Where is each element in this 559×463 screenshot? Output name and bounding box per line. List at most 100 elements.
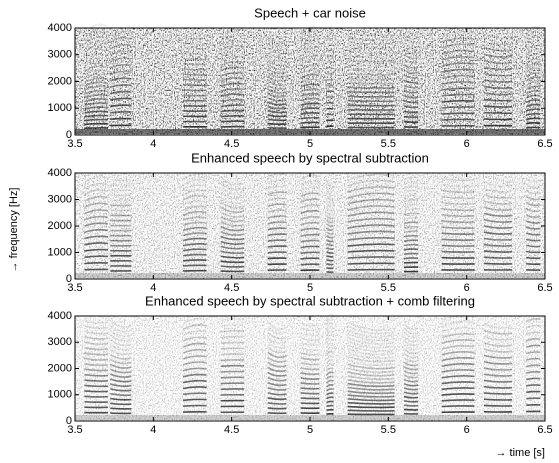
harmonic-texture: [300, 392, 320, 395]
harmonic-texture: [267, 110, 287, 114]
harmonic-texture: [525, 53, 541, 61]
harmonic-texture: [441, 93, 475, 97]
harmonic-texture: [267, 402, 287, 405]
harmonic-texture: [403, 181, 419, 185]
harmonic-texture: [109, 77, 132, 82]
harmonic-texture: [267, 391, 287, 396]
harmonic-texture: [525, 177, 541, 183]
harmonic-texture: [483, 367, 513, 371]
harmonic-texture: [525, 226, 541, 230]
harmonic-texture: [403, 48, 419, 55]
x-tick-label: 3.5: [67, 282, 82, 294]
harmonic-texture: [220, 28, 245, 36]
harmonic-texture: [403, 387, 419, 391]
harmonic-texture: [483, 218, 513, 223]
harmonic-texture: [267, 221, 287, 225]
harmonic-texture: [83, 27, 109, 38]
harmonic-texture: [325, 363, 334, 369]
harmonic-texture: [84, 222, 109, 227]
harmonic-texture: [220, 250, 245, 255]
harmonic-texture: [347, 243, 395, 247]
harmonic-texture: [220, 353, 245, 356]
y-tick-label: 1000: [48, 389, 72, 401]
harmonic-texture: [441, 43, 475, 49]
harmonic-texture: [183, 68, 207, 71]
harmonic-texture: [220, 191, 245, 200]
harmonic-texture: [84, 357, 108, 361]
harmonic-texture: [84, 335, 109, 340]
harmonic-texture: [109, 70, 132, 76]
harmonic-texture: [267, 346, 287, 354]
harmonic-texture: [441, 112, 475, 115]
harmonic-texture: [182, 253, 207, 257]
harmonic-texture: [403, 176, 419, 181]
harmonic-texture: [183, 52, 207, 55]
harmonic-texture: [267, 63, 287, 71]
harmonic-texture: [110, 407, 132, 410]
harmonic-texture: [182, 178, 207, 186]
harmonic-texture: [325, 325, 335, 333]
y-tick-label: 2000: [48, 362, 72, 374]
spectrogram: [75, 23, 545, 135]
harmonic-texture: [525, 324, 541, 329]
x-tick-label: 3.5: [67, 138, 82, 150]
harmonic-texture: [403, 391, 419, 395]
x-tick-label: 6.5: [537, 424, 552, 436]
harmonic-texture: [483, 237, 513, 241]
x-tick-label: 5: [307, 424, 313, 436]
harmonic-texture: [220, 88, 245, 92]
harmonic-texture: [183, 398, 207, 402]
harmonic-texture: [483, 200, 513, 205]
harmonic-texture: [220, 341, 245, 345]
harmonic-texture: [182, 330, 207, 337]
harmonic-texture: [267, 42, 287, 51]
harmonic-texture: [300, 397, 320, 400]
harmonic-texture: [300, 73, 320, 79]
harmonic-texture: [300, 78, 320, 84]
harmonic-texture: [483, 323, 513, 329]
harmonic-texture: [347, 352, 395, 359]
harmonic-texture: [403, 365, 419, 371]
harmonic-texture: [84, 77, 109, 84]
harmonic-texture: [441, 220, 475, 224]
harmonic-texture: [325, 334, 335, 341]
harmonic-texture: [182, 361, 207, 366]
harmonic-texture: [525, 112, 541, 116]
noise-texture: [75, 173, 545, 279]
y-tick-label: 3000: [48, 49, 72, 61]
harmonic-texture: [300, 347, 320, 351]
harmonic-texture: [182, 342, 207, 348]
harmonic-texture: [483, 193, 513, 199]
harmonic-texture: [84, 102, 109, 107]
harmonic-texture: [300, 215, 320, 220]
harmonic-texture: [347, 173, 395, 181]
harmonic-texture: [220, 44, 245, 52]
harmonic-texture: [267, 366, 287, 373]
harmonic-texture: [347, 409, 395, 412]
harmonic-texture: [403, 207, 419, 212]
harmonic-texture: [267, 50, 287, 59]
harmonic-texture: [526, 256, 541, 260]
harmonic-texture: [325, 239, 334, 243]
harmonic-texture: [403, 100, 419, 104]
harmonic-texture: [220, 176, 245, 186]
harmonic-texture: [325, 359, 335, 365]
harmonic-texture: [182, 41, 207, 45]
harmonic-texture: [182, 379, 207, 384]
harmonic-texture: [441, 244, 475, 247]
harmonic-texture: [267, 84, 287, 90]
harmonic-texture: [325, 207, 334, 212]
harmonic-texture: [326, 243, 334, 247]
harmonic-texture: [403, 89, 419, 94]
harmonic-texture: [347, 211, 395, 217]
x-tick-label: 6: [464, 424, 470, 436]
harmonic-texture: [403, 185, 419, 190]
harmonic-texture: [300, 40, 320, 48]
harmonic-texture: [267, 179, 287, 184]
harmonic-texture: [326, 255, 334, 258]
harmonic-texture: [483, 212, 513, 217]
harmonic-texture: [403, 212, 419, 216]
harmonic-texture: [441, 381, 475, 385]
harmonic-texture: [182, 184, 207, 191]
